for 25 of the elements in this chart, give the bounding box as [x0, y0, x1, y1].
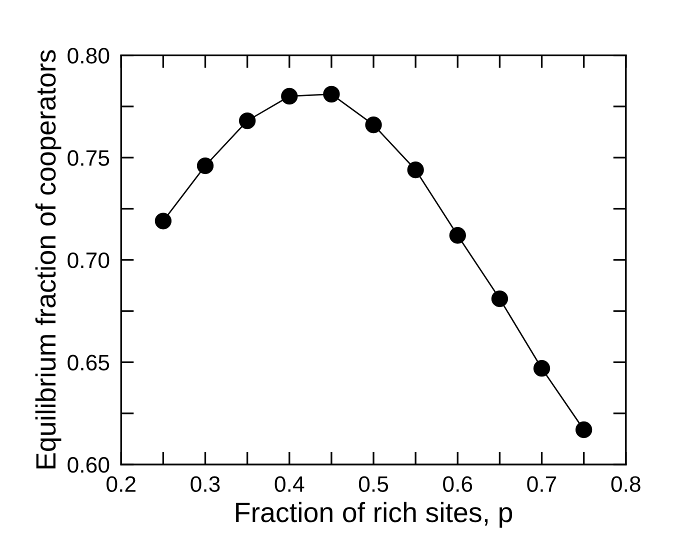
x-tick-label: 0.3	[190, 476, 220, 492]
y-tick-label: 0.65	[68, 354, 110, 370]
y-tick-label: 0.75	[68, 150, 110, 166]
point	[407, 162, 424, 178]
x-tick-label: 0.6	[443, 476, 472, 492]
x-tick-label: 0.4	[274, 476, 304, 492]
y-tick-label: 0.70	[68, 252, 110, 268]
x-tick-label: 0.7	[527, 476, 556, 492]
x-axis-title: Fraction of rich sites, p	[236, 502, 512, 528]
y-tick-label: 0.60	[68, 457, 110, 473]
x-tick-label: 0.8	[611, 476, 640, 492]
y-axis-title: Equilibrium fraction of cooperators	[35, 50, 62, 468]
point	[533, 360, 550, 377]
point	[575, 421, 592, 438]
y-tick-label: 0.80	[68, 48, 110, 64]
x-tick-label: 0.5	[358, 476, 388, 492]
point	[449, 227, 466, 244]
point	[491, 290, 508, 308]
point	[281, 88, 298, 105]
x-tick-label: 0.2	[106, 476, 136, 492]
point	[196, 157, 214, 174]
point	[323, 86, 340, 103]
point	[238, 112, 256, 130]
point	[365, 116, 382, 134]
point	[154, 212, 172, 230]
